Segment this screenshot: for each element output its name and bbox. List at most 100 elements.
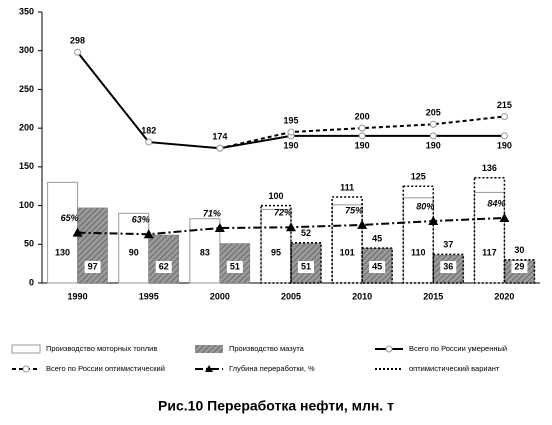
marker: [429, 132, 437, 140]
legend-label: Производство моторных топлив: [46, 344, 157, 353]
data-label: 190: [283, 140, 298, 150]
label-box: [84, 261, 101, 273]
marker: [500, 132, 508, 140]
y-tick-label: 250: [19, 84, 34, 94]
legend-swatch: [22, 365, 30, 373]
data-label: 190: [355, 140, 370, 150]
line: [219, 115, 505, 150]
data-label: 190: [426, 140, 441, 150]
x-tick-label: 2015: [423, 291, 443, 301]
marker: [500, 113, 508, 121]
data-label: 110: [411, 247, 426, 257]
bar: [432, 253, 465, 284]
bar: [260, 204, 292, 284]
x-tick-label: 2010: [352, 291, 372, 301]
data-label: 97: [88, 261, 98, 271]
data-label: 117: [482, 247, 497, 257]
bar: [331, 204, 363, 284]
data-label: 83: [200, 247, 210, 257]
data-label: 36: [443, 261, 453, 271]
data-label: 65%: [61, 213, 79, 223]
y-tick-label: 50: [24, 239, 34, 249]
legend-swatch: [195, 345, 223, 353]
data-label: 125: [411, 172, 426, 182]
legend-label: Производство мазута: [229, 344, 305, 353]
bar: [503, 259, 536, 284]
label-box: [369, 261, 386, 273]
data-label: 90: [129, 247, 139, 257]
marker: [143, 229, 154, 239]
y-tick-label: 300: [19, 45, 34, 55]
data-label: 190: [497, 140, 512, 150]
y-tick-label: 150: [19, 161, 34, 171]
data-label: 75%: [345, 205, 363, 215]
bar: [473, 176, 506, 284]
label-box: [226, 261, 243, 273]
legend-label: Глубина переработки, %: [229, 364, 315, 373]
legend-swatch: [11, 344, 41, 354]
marker: [358, 132, 366, 140]
marker: [214, 223, 225, 233]
marker: [287, 128, 295, 136]
data-label: 63%: [132, 215, 150, 225]
bar: [473, 191, 505, 284]
bar: [290, 241, 322, 284]
y-tick-label: 0: [29, 277, 34, 287]
marker: [428, 216, 439, 226]
marker: [72, 227, 83, 237]
label-box: [298, 261, 314, 273]
marker: [74, 48, 82, 56]
data-label: 72%: [274, 208, 292, 218]
x-tick-label: 2000: [210, 291, 230, 301]
data-label: 51: [301, 261, 311, 271]
data-label: 298: [70, 36, 85, 46]
x-tick-label: 2020: [494, 291, 514, 301]
x-tick-label: 2005: [281, 291, 301, 301]
data-label: 45: [372, 261, 382, 271]
marker: [145, 138, 153, 146]
data-label: 200: [355, 112, 370, 122]
data-label: 130: [55, 247, 70, 257]
bar: [260, 208, 292, 284]
data-label: 29: [514, 261, 524, 271]
y-tick-label: 350: [19, 6, 34, 16]
bar: [402, 185, 435, 284]
data-label: 30: [514, 245, 524, 255]
data-label: 62: [159, 261, 169, 271]
data-label: 37: [443, 240, 453, 250]
data-label: 45: [372, 234, 382, 244]
y-tick-label: 200: [19, 123, 34, 133]
data-label: 182: [141, 125, 156, 135]
data-label: 71%: [203, 208, 221, 218]
data-label: 111: [340, 182, 354, 192]
data-label: 100: [268, 191, 283, 201]
x-tick-label: 1990: [68, 291, 88, 301]
data-label: 95: [271, 247, 281, 257]
data-label: 52: [301, 228, 311, 238]
label-box: [155, 261, 172, 273]
label-box: [511, 261, 528, 273]
data-label: 195: [283, 115, 298, 125]
marker: [286, 222, 296, 232]
data-label: 80%: [416, 201, 434, 211]
data-label: 205: [426, 108, 441, 118]
bar: [47, 181, 79, 284]
x-tick-label: 1995: [139, 291, 159, 301]
marker: [358, 124, 366, 132]
legend-label: Всего по России умеренный: [409, 344, 507, 353]
bar: [148, 234, 179, 284]
legend-label: Всего по России оптимистический: [46, 364, 165, 373]
legend-label: оптимистический вариант: [409, 364, 500, 373]
marker: [216, 144, 224, 152]
data-label: 174: [212, 132, 227, 142]
marker: [357, 219, 368, 229]
legend-swatch: [205, 365, 213, 372]
data-label: 51: [230, 261, 240, 271]
data-label: 84%: [487, 198, 505, 208]
data-label: 101: [340, 247, 355, 257]
data-label: 215: [497, 100, 512, 110]
bar: [361, 247, 393, 284]
y-tick-label: 100: [19, 200, 34, 210]
data-label: 136: [482, 163, 497, 173]
